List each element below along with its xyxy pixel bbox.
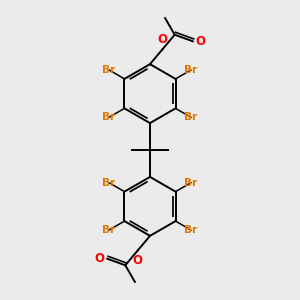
Text: Br: Br	[102, 178, 116, 188]
Text: O: O	[133, 254, 142, 267]
Text: Br: Br	[184, 225, 198, 235]
Text: O: O	[95, 252, 105, 265]
Text: Br: Br	[184, 65, 198, 75]
Text: Br: Br	[184, 112, 198, 122]
Text: O: O	[195, 35, 205, 48]
Text: Br: Br	[184, 178, 198, 188]
Text: Br: Br	[102, 225, 116, 235]
Text: Br: Br	[102, 112, 116, 122]
Text: O: O	[158, 33, 167, 46]
Text: Br: Br	[102, 65, 116, 75]
